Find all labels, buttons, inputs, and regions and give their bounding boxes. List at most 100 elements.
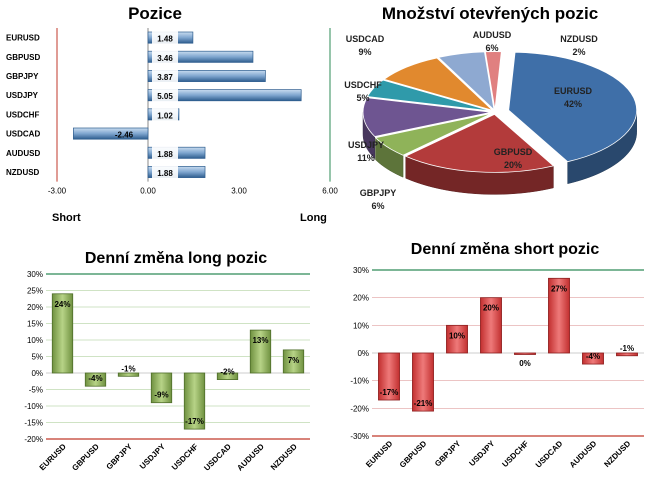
data-label-bg [152, 107, 178, 121]
y-tick-label: -20% [24, 435, 43, 444]
data-label: 10% [449, 331, 465, 340]
pie-label: GBPUSD [494, 147, 533, 157]
data-label: 1.02 [157, 111, 173, 120]
category-label: GBPJPY [6, 72, 39, 81]
bar [249, 329, 272, 374]
bar [147, 89, 302, 102]
bar [480, 297, 502, 354]
category-label: GBPUSD [6, 53, 40, 62]
data-label: -4% [88, 374, 102, 383]
pie-slice [404, 113, 555, 173]
pie-slice [508, 51, 638, 163]
data-label-bg [152, 127, 178, 141]
y-tick-label: 5% [31, 353, 43, 362]
y-tick-label: -5% [29, 386, 43, 395]
category-label: USDCAD [534, 439, 565, 470]
pie-percent-label: 42% [564, 99, 582, 109]
y-tick-label: -10% [350, 377, 369, 386]
bar [73, 127, 149, 140]
chart-title-mnozstvi: Množství otevřených pozic [382, 4, 598, 23]
data-label: -2% [220, 368, 234, 377]
pie-slice [366, 79, 492, 112]
pie-percent-label: 11% [357, 153, 375, 163]
data-label: 3.46 [157, 54, 173, 63]
category-label: NZDUSD [602, 439, 632, 469]
data-label: 24% [54, 300, 70, 309]
bar [150, 372, 173, 404]
y-tick-label: -15% [24, 419, 43, 428]
pie-slice [374, 113, 492, 156]
pie-label: EURUSD [554, 86, 593, 96]
category-label: GBPJPY [433, 439, 463, 469]
bar [582, 352, 604, 365]
data-label: -21% [414, 399, 433, 408]
data-label-bg [152, 88, 178, 102]
y-tick-label: 30% [353, 266, 369, 275]
x-tick-label: 0.00 [140, 187, 156, 196]
x-tick-label: 6.00 [322, 187, 338, 196]
pie-slice [437, 51, 495, 111]
data-label-bg [152, 50, 178, 64]
category-label: USDJPY [6, 91, 39, 100]
pie-label: GBPJPY [360, 188, 397, 198]
bar [548, 277, 570, 354]
data-label-bg [152, 69, 178, 83]
category-label: AUDUSD [568, 439, 599, 470]
data-label-bg [152, 31, 178, 45]
data-label-bg [152, 165, 178, 179]
pie-chart: EURUSD 42% GBPUSD 20% GBPJPY 6% USDJPY 11% USDCH… [344, 30, 638, 211]
y-tick-label: -30% [350, 432, 369, 441]
short-change-chart: -30% -20% -10% 0% 10% 20% 30% -17% EURUSD -21% GBP… [350, 266, 644, 470]
bar [117, 372, 140, 377]
y-tick-label: 10% [27, 336, 43, 345]
pie-percent-label: 2% [572, 47, 585, 57]
bar [147, 50, 254, 63]
bar [446, 324, 468, 354]
pie-percent-label: 20% [504, 160, 522, 170]
data-label: -17% [185, 417, 204, 426]
long-change-chart: -20% -15% -10% -5% 0% 5% 10% 15% 20% 25% 30% 24% EUR… [24, 270, 310, 473]
pozice-chart: EURUSD 1.48 GBPUSD 3.46 GBPJPY 3.87 USDJPY 5.05… [6, 28, 338, 196]
y-tick-label: 10% [353, 321, 369, 330]
pie-label: USDJPY [348, 140, 384, 150]
pie-label: USDCHF [344, 80, 382, 90]
y-tick-label: -10% [24, 402, 43, 411]
category-label: GBPUSD [398, 439, 429, 470]
category-label: USDJPY [138, 442, 167, 471]
data-label: 5.05 [157, 92, 173, 101]
x-tick-label: -3.00 [48, 187, 67, 196]
chart-title-pozice: Pozice [128, 4, 182, 23]
data-label: 3.87 [157, 73, 173, 82]
data-label: -2.46 [115, 131, 134, 140]
category-label: USDCHF [170, 442, 200, 472]
category-label: EURUSD [6, 34, 40, 43]
data-label: -17% [380, 388, 399, 397]
data-label: -4% [586, 352, 600, 361]
y-tick-label: 25% [27, 287, 43, 296]
category-label: EURUSD [364, 439, 394, 469]
chart-title-short: Denní změna short pozic [411, 241, 600, 258]
pie-percent-label: 5% [356, 93, 369, 103]
bar [514, 352, 536, 355]
data-label: 1.88 [157, 169, 173, 178]
data-label-bg [152, 146, 178, 160]
bar [183, 372, 206, 430]
category-label: GBPJPY [105, 442, 135, 472]
pie-label: NZDUSD [560, 34, 598, 44]
bar [378, 352, 400, 401]
bar [84, 372, 107, 387]
bar [51, 293, 74, 374]
data-label: 27% [551, 284, 567, 293]
y-tick-label: 0% [357, 349, 369, 358]
data-label: 13% [252, 336, 268, 345]
data-label: 20% [483, 304, 499, 313]
category-label: AUDUSD [6, 149, 40, 158]
pie-label: USDCAD [346, 34, 385, 44]
category-label: NZDUSD [269, 442, 299, 472]
category-label: EURUSD [38, 442, 68, 472]
long-label: Long [300, 212, 327, 224]
y-tick-label: -20% [350, 404, 369, 413]
category-label: NZDUSD [6, 168, 40, 177]
category-label: USDCAD [202, 442, 233, 473]
